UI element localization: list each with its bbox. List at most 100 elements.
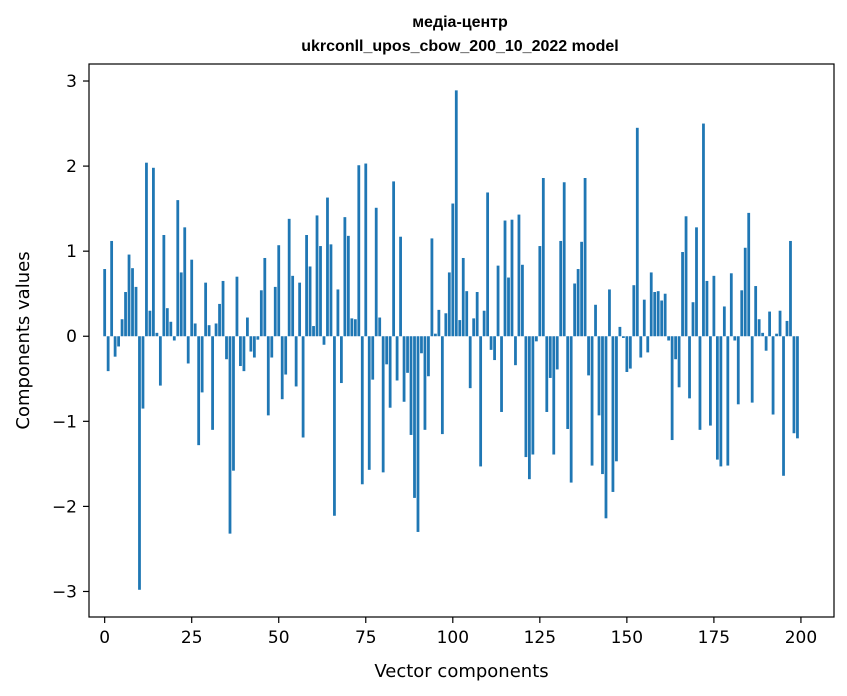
bar-134 xyxy=(569,336,573,483)
bar-23 xyxy=(183,227,187,337)
bar-47 xyxy=(266,336,270,416)
bar-42 xyxy=(249,336,253,352)
bar-178 xyxy=(722,306,726,337)
bar-71 xyxy=(350,318,354,337)
bar-103 xyxy=(461,257,465,337)
bar-184 xyxy=(743,247,747,337)
bar-84 xyxy=(395,336,399,381)
y-tick-label: 2 xyxy=(66,157,77,177)
x-axis-label: Vector components xyxy=(374,661,548,682)
bar-44 xyxy=(256,336,260,340)
bar-32 xyxy=(214,323,218,337)
bar-121 xyxy=(524,336,528,458)
bar-43 xyxy=(252,336,256,358)
bar-26 xyxy=(193,323,197,337)
bar-70 xyxy=(346,235,350,337)
bar-62 xyxy=(319,246,322,337)
bar-7 xyxy=(127,254,131,337)
bar-33 xyxy=(218,303,221,337)
bar-59 xyxy=(308,266,312,337)
bar-165 xyxy=(677,336,681,388)
bar-176 xyxy=(715,336,719,460)
bar-37 xyxy=(232,336,235,471)
bar-92 xyxy=(423,336,427,430)
x-tick-label: 25 xyxy=(181,628,203,648)
bar-156 xyxy=(646,336,650,353)
bar-6 xyxy=(124,292,127,337)
bar-136 xyxy=(576,269,580,337)
bar-8 xyxy=(131,268,134,337)
bar-196 xyxy=(785,320,789,337)
bar-35 xyxy=(225,336,228,360)
y-tick-label: 1 xyxy=(66,242,77,262)
bar-22 xyxy=(179,272,183,337)
y-axis-ticks: −3 −2 −1 0 1 2 3 xyxy=(52,72,89,602)
bar-52 xyxy=(284,336,288,375)
bar-191 xyxy=(768,311,771,337)
bar-190 xyxy=(764,336,768,351)
bar-154 xyxy=(639,336,643,358)
bar-112 xyxy=(493,336,496,361)
bar-79 xyxy=(378,317,382,337)
bar-124 xyxy=(534,336,538,342)
bars-group xyxy=(103,90,799,590)
bar-46 xyxy=(263,257,267,337)
bar-130 xyxy=(555,336,559,370)
bar-185 xyxy=(747,212,751,337)
bar-106 xyxy=(472,318,476,337)
bar-149 xyxy=(621,336,625,338)
bar-126 xyxy=(541,178,545,337)
bar-158 xyxy=(653,292,657,337)
bar-186 xyxy=(750,336,754,403)
bar-111 xyxy=(489,336,493,350)
bar-87 xyxy=(406,336,409,373)
bar-118 xyxy=(514,336,517,366)
bar-188 xyxy=(757,319,761,337)
bar-193 xyxy=(775,333,778,337)
bar-101 xyxy=(454,90,458,337)
bar-147 xyxy=(615,336,618,462)
bar-53 xyxy=(287,218,291,337)
bar-160 xyxy=(660,300,664,337)
bar-199 xyxy=(796,336,799,439)
bar-140 xyxy=(590,336,594,466)
bar-48 xyxy=(270,336,274,358)
bar-68 xyxy=(340,336,343,384)
bar-181 xyxy=(733,336,737,341)
y-tick-label: −1 xyxy=(52,412,77,432)
bar-30 xyxy=(207,325,211,337)
bar-81 xyxy=(385,336,389,365)
bar-143 xyxy=(601,336,604,475)
y-tick-label: −2 xyxy=(52,497,77,517)
bar-157 xyxy=(649,272,653,337)
bar-96 xyxy=(437,309,441,337)
bar-129 xyxy=(552,336,556,455)
bar-34 xyxy=(221,280,225,337)
bar-175 xyxy=(712,275,716,337)
bar-169 xyxy=(691,302,695,337)
bar-145 xyxy=(608,289,611,337)
bar-91 xyxy=(420,336,423,354)
bar-162 xyxy=(667,336,671,341)
bar-164 xyxy=(674,336,677,360)
bar-9 xyxy=(134,286,138,337)
bar-58 xyxy=(305,235,308,337)
y-tick-label: −3 xyxy=(52,582,77,602)
bar-0 xyxy=(103,269,107,337)
bar-66 xyxy=(333,336,336,516)
bar-95 xyxy=(434,333,437,337)
bar-89 xyxy=(413,336,416,498)
bar-85 xyxy=(399,236,402,337)
bar-54 xyxy=(291,275,295,337)
bar-170 xyxy=(695,227,698,337)
bar-115 xyxy=(503,220,507,337)
bar-167 xyxy=(684,216,688,337)
bar-182 xyxy=(736,336,740,405)
bar-166 xyxy=(681,252,684,337)
bar-17 xyxy=(162,235,166,337)
bar-187 xyxy=(754,286,758,337)
x-tick-label: 125 xyxy=(524,628,556,648)
bar-135 xyxy=(573,283,577,337)
bar-110 xyxy=(486,192,490,337)
bar-150 xyxy=(625,336,629,372)
